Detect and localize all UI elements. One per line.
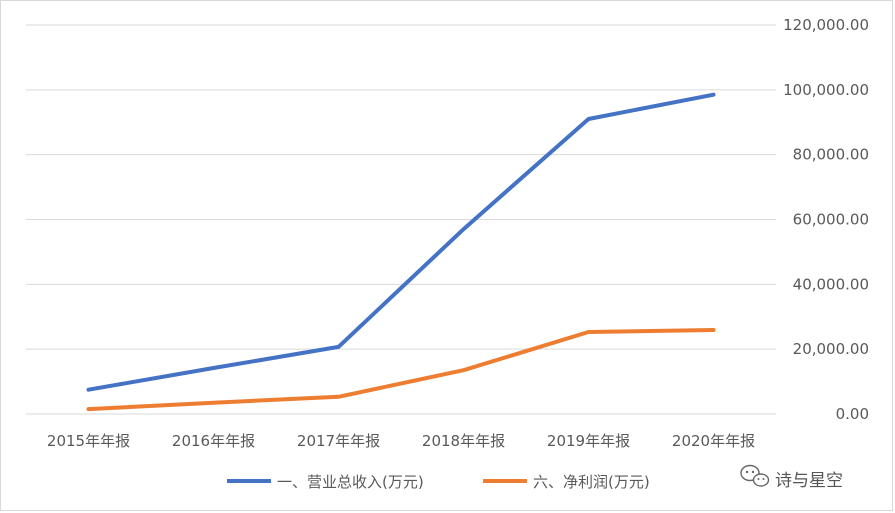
y-tick-label: 20,000.00 — [793, 340, 869, 358]
legend-label-net-profit: 六、净利润(万元) — [533, 473, 650, 491]
watermark-text: 诗与星空 — [775, 471, 843, 491]
x-axis-tick-labels: 2015年年报 2016年年报 2017年年报 2018年年报 2019年年报 2020年… — [47, 432, 755, 450]
legend-label-revenue: 一、营业总收入(万元) — [277, 473, 424, 491]
y-tick-label: 40,000.00 — [793, 275, 869, 293]
series-lines — [86, 92, 716, 412]
x-tick-label: 2015年年报 — [47, 432, 130, 450]
legend: 一、营业总收入(万元) 六、净利润(万元) — [227, 473, 650, 491]
x-tick-label: 2017年年报 — [297, 432, 380, 450]
gridlines — [26, 24, 776, 415]
x-tick-label: 2019年年报 — [547, 432, 630, 450]
x-tick-label: 2018年年报 — [422, 432, 505, 450]
watermark: 诗与星空 — [740, 464, 843, 491]
y-tick-label: 60,000.00 — [793, 211, 869, 229]
y-tick-label: 100,000.00 — [783, 81, 869, 99]
wechat-icon — [740, 464, 770, 487]
series-line-net-profit — [86, 328, 716, 412]
y-axis-tick-labels: 0.00 20,000.00 40,000.00 60,000.00 80,000.00… — [783, 16, 869, 423]
y-tick-label: 0.00 — [836, 405, 869, 423]
x-tick-label: 2020年年报 — [672, 432, 755, 450]
series-line-revenue — [86, 92, 716, 392]
y-tick-label: 120,000.00 — [783, 16, 869, 34]
y-tick-label: 80,000.00 — [793, 146, 869, 164]
x-tick-label: 2016年年报 — [172, 432, 255, 450]
